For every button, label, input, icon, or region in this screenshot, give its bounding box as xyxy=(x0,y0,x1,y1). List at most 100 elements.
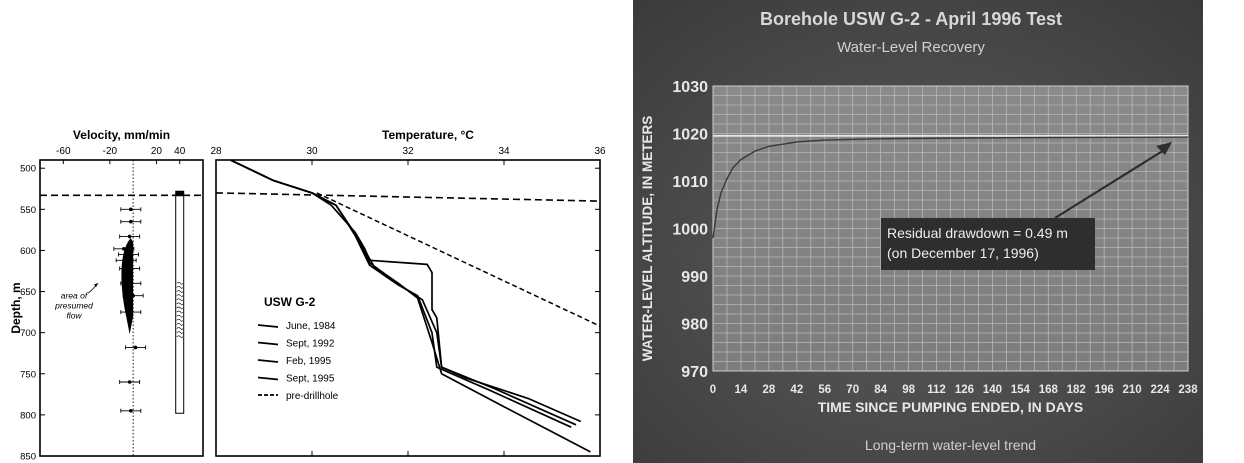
velocity-data-point xyxy=(129,219,133,224)
lithology-pattern xyxy=(176,302,183,306)
lithology-pattern xyxy=(176,335,183,339)
water-level-subtitle: Water-Level Recovery xyxy=(837,39,985,56)
velocity-data-point xyxy=(129,281,133,286)
lithology-pattern xyxy=(176,286,183,289)
legend-label: Sept, 1992 xyxy=(286,339,335,350)
residual-drawdown-text: (on December 17, 1996) xyxy=(887,245,1039,261)
water-level-x-tick-label: 126 xyxy=(955,384,974,396)
lithology-pattern xyxy=(176,290,183,293)
velocity-data-point xyxy=(126,252,131,257)
legend-label: June, 1984 xyxy=(286,321,336,332)
temperature-series-line xyxy=(316,192,601,327)
velocity-temperature-figure: Velocity, mm/min-60 -20 20 40 500 550 600 650 70… xyxy=(9,128,606,463)
lithology-pattern xyxy=(176,331,183,334)
depth-tick-label: 500 xyxy=(20,164,36,175)
depth-tick-label: 750 xyxy=(20,369,36,380)
water-level-y-tick-label: 970 xyxy=(681,364,708,381)
water-level-y-tick-label: 1020 xyxy=(672,127,708,144)
depth-tick-label: 800 xyxy=(20,410,36,421)
flow-annotation-arrowhead xyxy=(94,283,98,288)
velocity-data-point xyxy=(127,380,132,384)
water-level-x-tick-label: 168 xyxy=(1039,384,1059,396)
legend-swatch xyxy=(257,376,279,381)
velocity-data-point xyxy=(133,345,138,350)
water-level-y-axis-title: WATER-LEVEL ALTITUDE, IN METERS xyxy=(640,116,655,362)
legend-swatch xyxy=(257,341,279,346)
lithology-pattern xyxy=(176,314,183,318)
water-level-y-tick-label: 1000 xyxy=(672,222,708,239)
water-level-x-tick-label: 238 xyxy=(1178,384,1198,396)
water-level-y-tick-label: 1030 xyxy=(672,79,708,96)
temperature-tick-label: 32 xyxy=(402,146,414,157)
flow-annotation-line: presumed xyxy=(54,301,93,311)
lithology-pattern xyxy=(176,294,183,297)
temperature-series-line xyxy=(230,159,572,428)
water-level-x-tick-label: 42 xyxy=(790,384,803,396)
velocity-data-point xyxy=(129,207,133,212)
depth-tick-label: 650 xyxy=(20,287,36,298)
legend-swatch xyxy=(257,359,279,363)
depth-tick-label: 600 xyxy=(20,246,36,257)
water-level-x-tick-label: 56 xyxy=(818,384,831,396)
lithology-pattern xyxy=(176,306,183,310)
water-level-x-tick-label: 70 xyxy=(846,384,859,396)
residual-drawdown-arrow xyxy=(1054,149,1165,219)
legend-title: USW G-2 xyxy=(264,295,316,309)
water-level-x-tick-label: 210 xyxy=(1123,384,1142,396)
water-level-x-tick-label: 84 xyxy=(874,384,887,396)
temperature-tick-label: 28 xyxy=(210,146,222,157)
water-level-y-tick-label: 990 xyxy=(681,269,708,286)
water-level-x-tick-label: 112 xyxy=(927,384,946,396)
temperature-series-line xyxy=(230,159,591,453)
legend-label: Feb, 1995 xyxy=(286,356,331,367)
velocity-data-point xyxy=(131,293,135,298)
lithology-pattern xyxy=(176,319,183,322)
lithology-top-cap xyxy=(175,191,184,197)
water-level-title: Borehole USW G-2 - April 1996 Test xyxy=(760,9,1062,29)
temperature-tick-label: 36 xyxy=(594,146,606,157)
lithology-pattern xyxy=(176,310,183,314)
residual-drawdown-arrowhead xyxy=(1156,142,1173,156)
water-table-line xyxy=(215,192,601,202)
water-level-y-tick-label: 980 xyxy=(681,317,708,334)
water-level-x-tick-label: 224 xyxy=(1150,384,1170,396)
depth-tick-label: 700 xyxy=(20,328,36,339)
velocity-data-point xyxy=(127,234,132,239)
legend-swatch xyxy=(257,324,279,328)
water-level-x-tick-label: 14 xyxy=(735,384,748,396)
velocity-data-point xyxy=(124,258,128,263)
residual-drawdown-box xyxy=(881,218,1095,270)
velocity-tick-label: -20 xyxy=(103,146,118,157)
water-level-figure: Borehole USW G-2 - April 1996 Test Water-… xyxy=(633,0,1203,463)
flow-annotation-line: flow xyxy=(66,311,82,321)
depth-axis-title: Depth, m xyxy=(9,282,23,333)
water-level-x-tick-label: 154 xyxy=(1011,384,1031,396)
lithology-pattern xyxy=(176,298,183,302)
water-level-x-tick-label: 196 xyxy=(1095,384,1114,396)
flow-annotation-line: area of xyxy=(61,291,89,301)
lithology-pattern xyxy=(176,282,183,285)
water-level-x-tick-label: 98 xyxy=(902,384,915,396)
velocity-data-point xyxy=(122,247,126,251)
water-level-x-tick-label: 140 xyxy=(983,384,1002,396)
water-level-x-tick-label: 28 xyxy=(762,384,775,396)
water-level-x-tick-label: 0 xyxy=(710,384,716,396)
velocity-plot-frame xyxy=(39,159,204,457)
water-level-x-tick-label: 182 xyxy=(1067,384,1086,396)
temperature-tick-label: 30 xyxy=(306,146,318,157)
velocity-data-point xyxy=(129,408,133,413)
temperature-axis-title: Temperature, °C xyxy=(382,128,474,142)
water-level-caption: Long-term water-level trend xyxy=(865,437,1036,453)
water-level-y-tick-label: 1010 xyxy=(672,174,708,191)
residual-drawdown-text: Residual drawdown = 0.49 m xyxy=(887,225,1068,241)
velocity-axis-title: Velocity, mm/min xyxy=(73,128,170,142)
velocity-panel: Velocity, mm/min-60 -20 20 40 500 550 600 650 70… xyxy=(9,128,204,463)
lithology-column xyxy=(175,190,185,414)
water-level-x-axis-title: TIME SINCE PUMPING ENDED, IN DAYS xyxy=(818,399,1084,415)
legend-label: pre-drillhole xyxy=(286,391,339,402)
lithology-pattern xyxy=(176,327,183,330)
presumed-flow-area xyxy=(121,238,134,335)
lithology-pattern xyxy=(176,323,183,326)
temperature-panel: Temperature, °C 28 30 32 34 36 USW G-2 June, 19… xyxy=(210,128,606,457)
recovery-curve xyxy=(712,136,1189,239)
